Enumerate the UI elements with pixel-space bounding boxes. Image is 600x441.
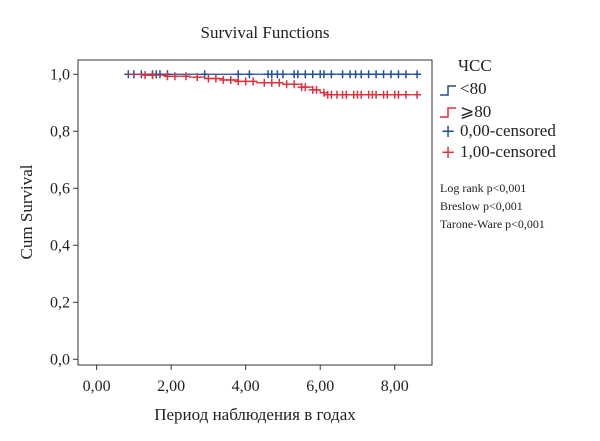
x-tick-label: 4,00 [232,378,260,395]
censor-mark-0 [278,70,287,79]
censor-mark-1 [170,72,179,81]
censor-mark-1 [342,90,351,99]
stat-tarone-ware: Tarone-Ware p<0,001 [440,217,545,231]
censor-mark-1 [260,78,269,87]
plot-frame [77,59,433,366]
stats-text: Log rank p<0,001 Breslow p<0,001 Tarone-… [440,181,545,231]
censor-mark-1 [226,75,235,84]
y-tick-label: 0,0 [50,351,70,368]
censor-mark-1 [383,90,392,99]
legend-label-lt80: <80 [460,79,487,98]
x-axis: 0,00 2,00 4,00 6,00 8,00 [83,365,409,395]
censor-mark-1 [282,80,291,89]
y-tick-label: 1,0 [50,66,70,83]
censor-mark-1 [141,71,150,80]
x-tick-label: 6,00 [306,378,334,395]
y-axis: 0,0 0,2 0,4 0,6 0,8 1,0 [50,66,78,368]
legend-marker-censored-0: + [440,121,455,142]
legend-line-ge80 [440,107,456,118]
censor-mark-1 [301,83,310,92]
censor-mark-1 [148,71,157,80]
legend: ЧСС <80 ⩾80 + 0,00-censored + 1,00-censo… [440,56,556,163]
censor-mark-0 [293,70,302,79]
legend-line-lt80 [440,85,456,96]
censor-mark-0 [234,70,243,79]
legend-label-ge80: ⩾80 [460,102,491,121]
censor-mark-1 [204,74,213,83]
censor-mark-0 [401,70,410,79]
stat-log-rank: Log rank p<0,001 [440,181,526,195]
censor-mark-1 [312,85,321,94]
censor-mark-1 [219,75,228,84]
stat-breslow: Breslow p<0,001 [440,199,523,213]
legend-label-censored-0: 0,00-censored [460,121,556,140]
censor-mark-0 [379,70,388,79]
censor-mark-0 [364,70,373,79]
censor-mark-1 [234,77,243,86]
censor-mark-0 [319,70,328,79]
y-tick-label: 0,2 [50,294,70,311]
censor-mark-0 [327,70,336,79]
censor-mark-1 [163,72,172,81]
censor-mark-1 [413,90,422,99]
censor-mark-1 [211,74,220,83]
legend-marker-censored-1: + [440,142,455,163]
plot-area [124,70,422,99]
censor-mark-0 [301,70,310,79]
censor-mark-1 [357,90,366,99]
x-axis-label: Период наблюдения в годах [154,405,356,424]
censor-mark-1 [401,90,410,99]
y-tick-label: 0,8 [50,123,70,140]
censor-mark-0 [372,70,381,79]
censor-mark-0 [413,70,422,79]
x-tick-label: 0,00 [83,378,111,395]
censor-mark-1 [241,77,250,86]
censor-mark-0 [387,70,396,79]
censor-mark-1 [275,78,284,87]
censor-mark-1 [267,78,276,87]
chart-title: Survival Functions [201,23,330,42]
censor-mark-0 [394,70,403,79]
censor-mark-0 [338,70,347,79]
x-tick-label: 8,00 [381,378,409,395]
x-tick-label: 2,00 [157,378,185,395]
legend-title: ЧСС [458,56,492,75]
censor-mark-0 [357,70,366,79]
censor-mark-0 [245,70,254,79]
censor-mark-1 [249,77,258,86]
censor-mark-1 [182,72,191,81]
censor-mark-1 [193,73,202,82]
censor-mark-1 [290,80,299,89]
y-tick-label: 0,4 [50,237,70,254]
censor-mark-1 [319,88,328,97]
y-tick-label: 0,6 [50,180,70,197]
legend-label-censored-1: 1,00-censored [460,142,556,161]
censor-mark-1 [372,90,381,99]
y-axis-label: Cum Survival [17,164,36,259]
censor-mark-1 [394,90,403,99]
censor-mark-0 [155,70,164,79]
censor-mark-0 [308,70,317,79]
